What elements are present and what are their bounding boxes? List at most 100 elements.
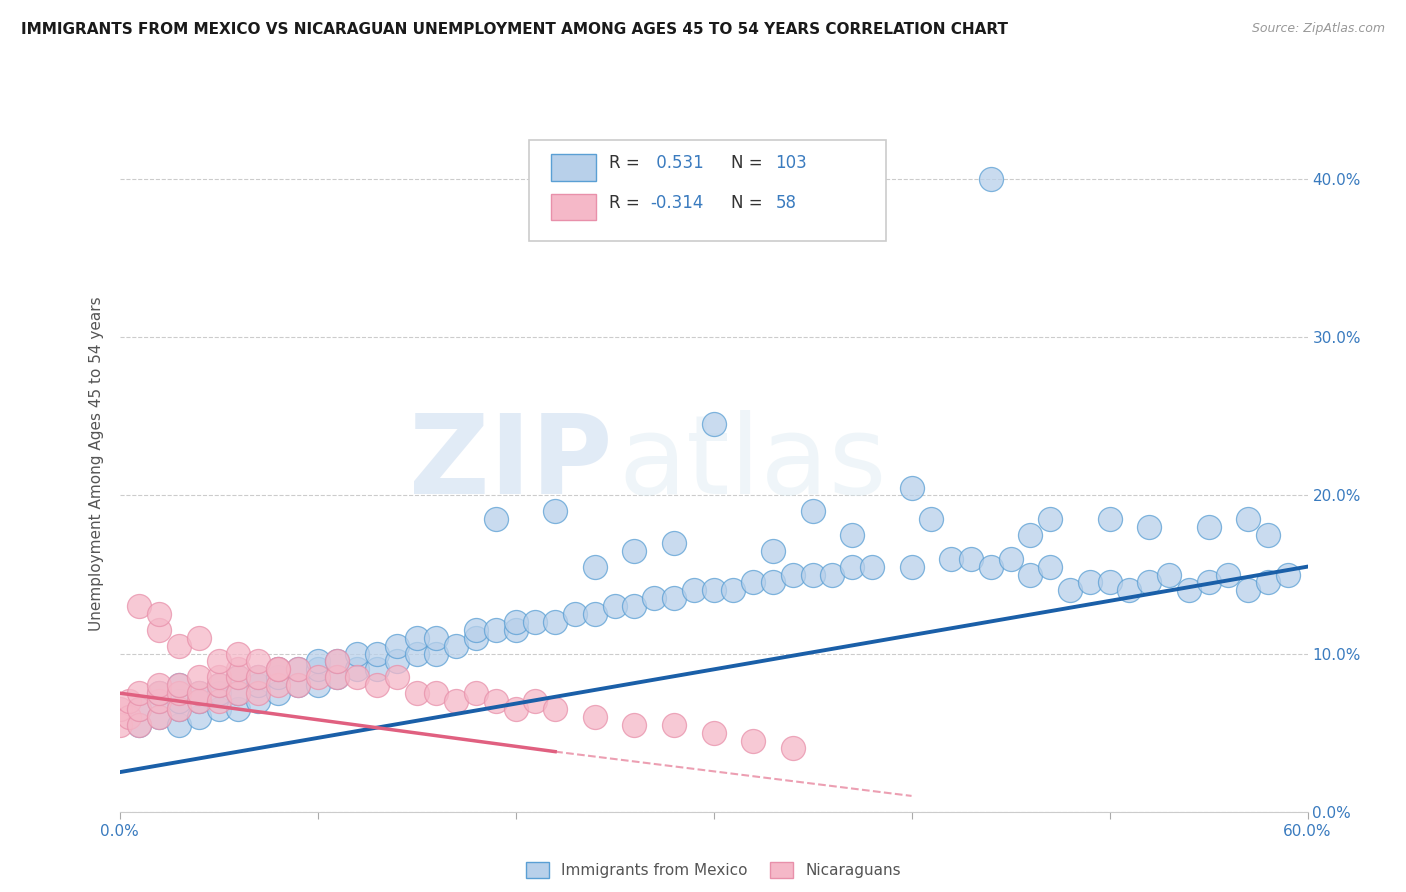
Point <box>148 607 170 621</box>
Point <box>485 694 508 708</box>
Point <box>583 710 606 724</box>
Point <box>702 417 725 432</box>
Point <box>307 662 329 676</box>
Point <box>385 655 408 669</box>
Text: IMMIGRANTS FROM MEXICO VS NICARAGUAN UNEMPLOYMENT AMONG AGES 45 TO 54 YEARS CORR: IMMIGRANTS FROM MEXICO VS NICARAGUAN UNE… <box>21 22 1008 37</box>
Point <box>1218 567 1240 582</box>
Point <box>187 694 209 708</box>
Point <box>247 686 270 700</box>
Point <box>920 512 942 526</box>
Point <box>167 702 190 716</box>
Point <box>1257 528 1279 542</box>
Point <box>228 662 250 676</box>
Point <box>405 631 427 645</box>
Point <box>187 631 209 645</box>
Point <box>128 599 150 614</box>
Point <box>505 623 527 637</box>
Point <box>247 655 270 669</box>
Point <box>702 583 725 598</box>
Point <box>544 615 567 629</box>
Point <box>900 559 922 574</box>
Point <box>118 710 141 724</box>
Point <box>505 702 527 716</box>
Point <box>524 694 547 708</box>
Text: 58: 58 <box>775 194 796 212</box>
Point <box>287 662 309 676</box>
Point <box>623 543 645 558</box>
Text: 103: 103 <box>775 154 807 172</box>
Point <box>464 623 488 637</box>
Point <box>167 717 190 731</box>
Point <box>128 702 150 716</box>
Point <box>980 559 1002 574</box>
Point <box>346 662 368 676</box>
Point <box>464 631 488 645</box>
Point <box>1137 575 1160 590</box>
Point <box>148 623 170 637</box>
Point <box>742 733 765 747</box>
Point <box>425 686 447 700</box>
Point <box>444 639 467 653</box>
Point <box>307 655 329 669</box>
Point <box>307 678 329 692</box>
Point <box>405 647 427 661</box>
Point <box>148 694 170 708</box>
Point <box>762 543 785 558</box>
Point <box>167 702 190 716</box>
Point <box>801 504 824 518</box>
Point <box>464 686 488 700</box>
Point <box>1098 575 1121 590</box>
Point <box>860 559 883 574</box>
Point <box>643 591 665 606</box>
Point <box>1198 575 1220 590</box>
Point <box>267 662 290 676</box>
Point <box>939 551 962 566</box>
Point <box>1078 575 1101 590</box>
FancyBboxPatch shape <box>530 140 886 241</box>
Point <box>425 647 447 661</box>
Point <box>1277 567 1299 582</box>
Point <box>1059 583 1081 598</box>
Point <box>762 575 785 590</box>
Point <box>385 639 408 653</box>
Point <box>1237 583 1260 598</box>
Point <box>228 686 250 700</box>
Point <box>108 717 131 731</box>
Point <box>108 702 131 716</box>
Point <box>366 647 388 661</box>
Point <box>187 694 209 708</box>
Text: -0.314: -0.314 <box>651 194 704 212</box>
Point <box>148 686 170 700</box>
Point <box>1098 512 1121 526</box>
Point <box>1157 567 1180 582</box>
Point <box>167 678 190 692</box>
Point <box>425 631 447 645</box>
Point <box>821 567 844 582</box>
Point <box>326 655 349 669</box>
Text: ZIP: ZIP <box>409 410 613 517</box>
Legend: Immigrants from Mexico, Nicaraguans: Immigrants from Mexico, Nicaraguans <box>520 856 907 884</box>
Point <box>228 702 250 716</box>
Point <box>128 702 150 716</box>
Point <box>247 678 270 692</box>
Point <box>385 670 408 684</box>
Point <box>128 717 150 731</box>
Y-axis label: Unemployment Among Ages 45 to 54 years: Unemployment Among Ages 45 to 54 years <box>89 296 104 632</box>
Point <box>841 559 863 574</box>
Point <box>148 710 170 724</box>
Text: N =: N = <box>731 194 768 212</box>
Point <box>267 662 290 676</box>
Point <box>662 717 685 731</box>
Point <box>1019 567 1042 582</box>
Point <box>326 655 349 669</box>
Point <box>366 678 388 692</box>
Point <box>980 172 1002 186</box>
Point <box>307 670 329 684</box>
FancyBboxPatch shape <box>551 194 596 220</box>
Text: Source: ZipAtlas.com: Source: ZipAtlas.com <box>1251 22 1385 36</box>
Point <box>148 678 170 692</box>
Point <box>207 694 229 708</box>
Point <box>662 536 685 550</box>
Point <box>167 639 190 653</box>
Point <box>505 615 527 629</box>
